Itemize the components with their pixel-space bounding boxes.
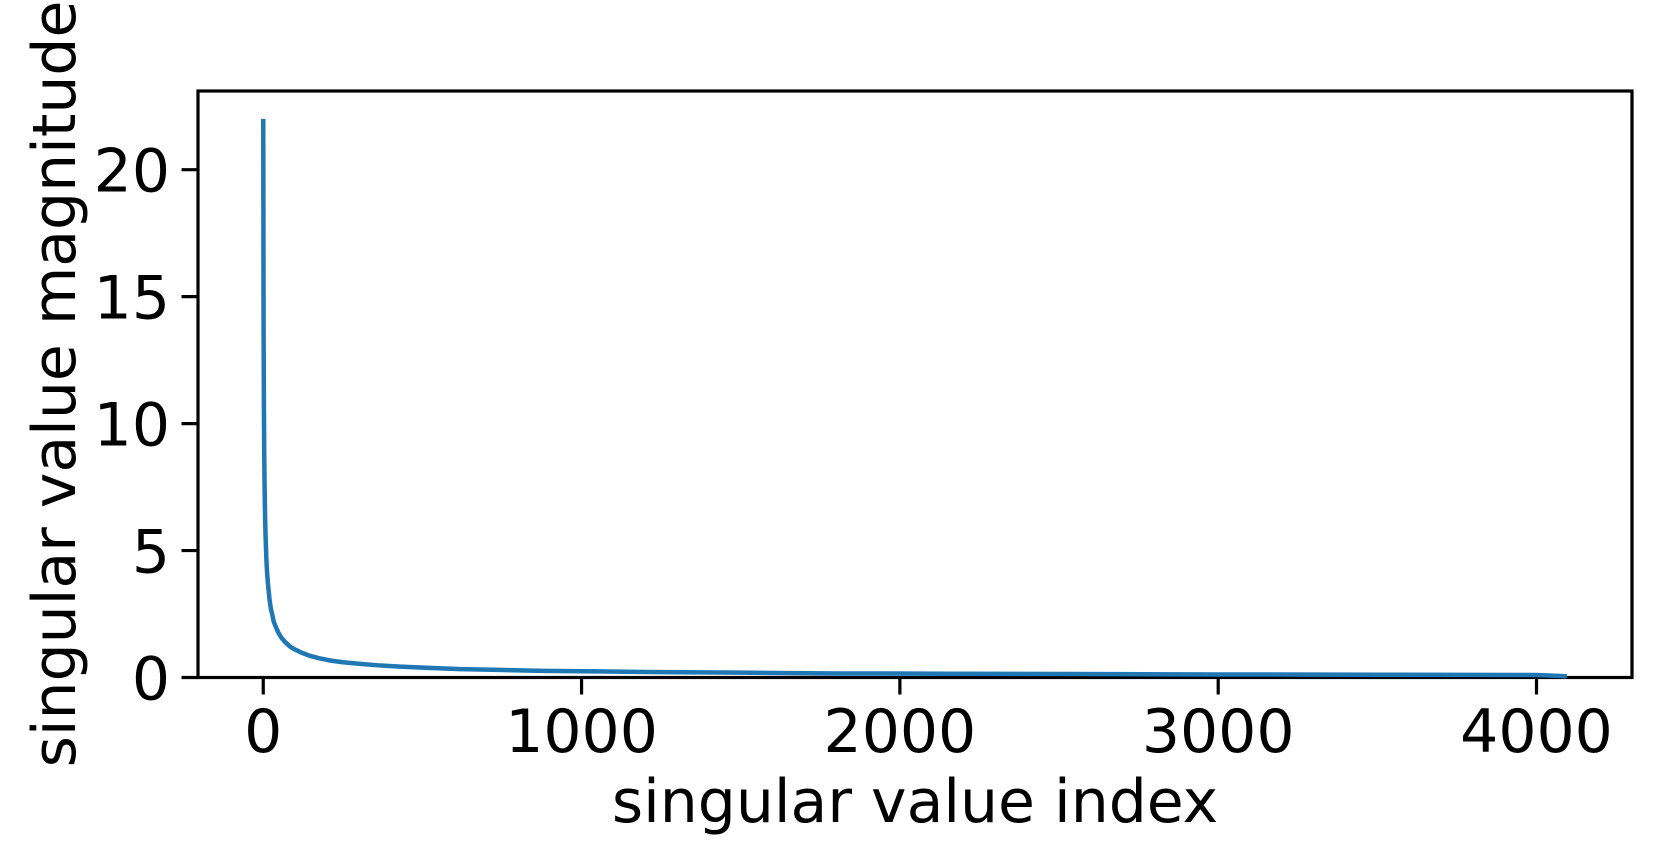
- y-tick-label: 5: [132, 518, 170, 588]
- y-tick-label: 15: [94, 264, 170, 334]
- y-tick-label: 0: [132, 645, 170, 715]
- x-tick-label: 0: [244, 697, 282, 767]
- x-tick-label: 3000: [1142, 697, 1295, 767]
- x-tick-label: 4000: [1460, 697, 1613, 767]
- y-tick-label: 20: [94, 137, 170, 207]
- x-axis-ticks: 0 1000 2000 3000 4000: [244, 677, 1613, 767]
- plot-area: [196, 89, 1634, 680]
- x-axis-label: singular value index: [612, 767, 1218, 837]
- x-tick-label: 1000: [505, 697, 658, 767]
- singular-values-curve: [261, 118, 1567, 679]
- x-tick-label: 2000: [824, 697, 977, 767]
- y-tick-label: 10: [94, 391, 170, 461]
- y-axis-label: singular value magnitude: [20, 1, 90, 768]
- y-axis-ticks: 0 5 10 15 20: [94, 137, 198, 715]
